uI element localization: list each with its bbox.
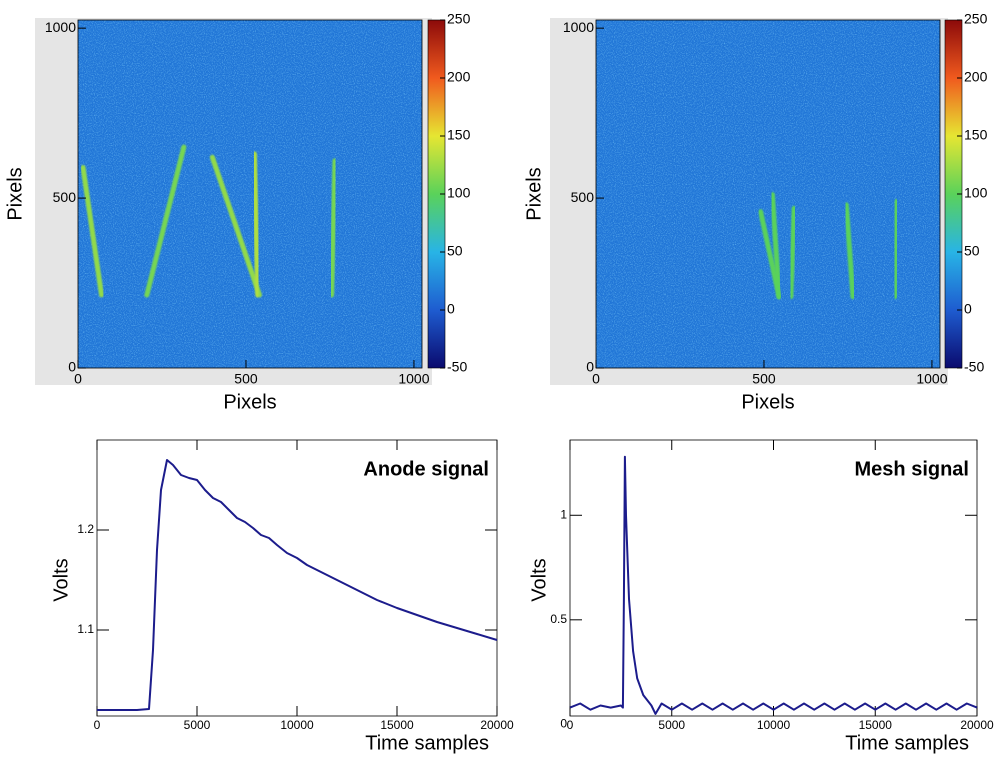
x-tick-label: 5000 (658, 718, 685, 732)
y-tick-label: 1000 (563, 19, 594, 35)
y-tick-label: 500 (571, 189, 595, 205)
annotation: Mesh signal (855, 458, 969, 480)
x-tick-label: 0 (592, 371, 600, 387)
x-tick-label: 10000 (280, 718, 314, 732)
colorbar-tick-label: 100 (447, 185, 471, 201)
y-axis-title: Pixels (523, 167, 545, 220)
track (209, 154, 262, 298)
colorbar-tick-label: 0 (447, 301, 455, 317)
x-axis-title: Time samples (845, 732, 969, 754)
track (329, 158, 338, 298)
x-tick-label: 0 (74, 371, 82, 387)
signal-line (569, 455, 978, 715)
y-axis-title: Volts (528, 558, 550, 601)
x-tick-label: 20000 (960, 718, 994, 732)
plot-frame (569, 439, 978, 717)
colorbar-tick-label: 100 (964, 185, 988, 201)
colorbar-tick-label: 50 (447, 243, 463, 259)
colorbar-tick-label: 0 (964, 301, 972, 317)
colorbar-tick-label: 200 (447, 69, 471, 85)
x-axis-title: Pixels (223, 391, 276, 413)
colorbar-tick-label: -50 (447, 359, 467, 375)
x-tick-label: 500 (752, 371, 776, 387)
track (769, 192, 782, 300)
track (843, 202, 856, 300)
x-tick-label: 15000 (380, 718, 414, 732)
x-tick-label: 15000 (859, 718, 893, 732)
y-axis-title: Pixels (4, 167, 26, 220)
colorbar-tick-label: 150 (964, 127, 988, 143)
y-tick-label: 1 (560, 507, 567, 521)
panel: -50 0 50 100 150 200 250 0 500 1000 0 500 1000 Pixels… (4, 11, 470, 414)
plot-frame (96, 439, 498, 717)
y-tick-label: 0.5 (550, 612, 567, 626)
x-tick-label: 500 (234, 371, 258, 387)
y-tick-label: 1000 (45, 19, 76, 35)
colorbar-tick-label: -50 (964, 359, 984, 375)
annotation: Anode signal (363, 458, 489, 480)
colorbar-tick-label: 150 (447, 127, 471, 143)
x-tick-label: 0 (567, 718, 574, 732)
track (892, 198, 900, 300)
x-tick-label: 10000 (757, 718, 791, 732)
x-axis-title: Pixels (741, 391, 794, 413)
y-tick-label: 0 (68, 359, 76, 375)
colorbar-tick-label: 50 (964, 243, 980, 259)
y-tick-label: 0 (560, 717, 567, 731)
noise (596, 20, 940, 368)
track (788, 205, 797, 300)
panel: -50 0 50 100 150 200 250 0 500 1000 0 500 1000 Pixels… (523, 11, 987, 414)
x-tick-label: 5000 (184, 718, 211, 732)
panel: 0 5000 10000 15000 20000 1.1 1.2 Anode signal Ti… (50, 439, 514, 754)
panel: 0 5000 10000 15000 20000 0 0.5 1 Mesh signal Time… (528, 439, 994, 754)
plot-frame (77, 19, 423, 369)
noise (78, 20, 422, 368)
y-tick-label: 1.2 (77, 522, 94, 536)
plot-frame (595, 19, 941, 369)
y-axis-title: Volts (50, 558, 72, 601)
x-tick-label: 1000 (398, 371, 429, 387)
y-tick-label: 1.1 (77, 622, 94, 636)
x-tick-label: 1000 (916, 371, 947, 387)
x-axis-title: Time samples (365, 732, 489, 754)
signal-line (97, 459, 498, 711)
y-tick-label: 500 (53, 189, 77, 205)
x-tick-label: 20000 (480, 718, 514, 732)
colorbar-tick-label: 250 (447, 11, 471, 27)
track (144, 144, 187, 298)
colorbar-tick-label: 250 (964, 11, 988, 27)
x-tick-label: 0 (94, 718, 101, 732)
track (80, 164, 105, 298)
y-tick-label: 0 (586, 359, 594, 375)
track (251, 151, 261, 298)
colorbar-tick-label: 200 (964, 69, 988, 85)
